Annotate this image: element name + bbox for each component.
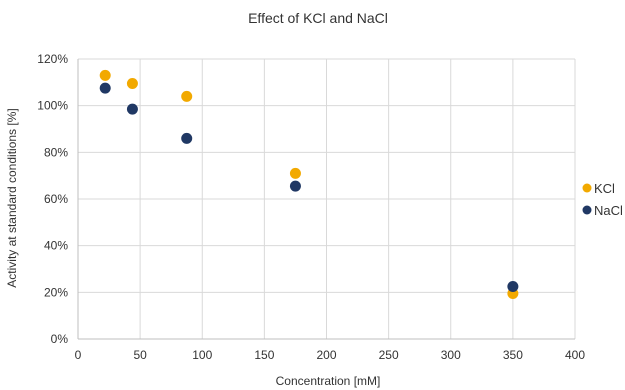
y-tick-label: 40% bbox=[44, 239, 68, 253]
legend-label-kcl: KCl bbox=[594, 181, 615, 196]
x-tick-label: 400 bbox=[565, 348, 585, 362]
x-tick-label: 300 bbox=[441, 348, 461, 362]
x-axis-label: Concentration [mM] bbox=[276, 374, 381, 388]
y-tick-label: 60% bbox=[44, 192, 68, 206]
x-tick-label: 100 bbox=[192, 348, 212, 362]
y-tick-label: 0% bbox=[51, 332, 69, 346]
data-point-nacl bbox=[100, 83, 111, 94]
legend-marker-kcl bbox=[583, 184, 592, 193]
data-point-nacl bbox=[181, 133, 192, 144]
data-point-nacl bbox=[127, 104, 138, 115]
data-point-nacl bbox=[290, 181, 301, 192]
y-axis-label: Activity at standard conditions [%] bbox=[5, 108, 19, 287]
legend-marker-nacl bbox=[583, 206, 592, 215]
y-tick-label: 100% bbox=[37, 99, 68, 113]
data-points bbox=[100, 70, 519, 299]
y-tick-label: 80% bbox=[44, 145, 68, 159]
x-tick-label: 250 bbox=[379, 348, 399, 362]
x-tick-label: 200 bbox=[316, 348, 336, 362]
legend: KCl NaCl bbox=[583, 181, 624, 218]
chart-title: Effect of KCl and NaCl bbox=[248, 10, 388, 26]
legend-label-nacl: NaCl bbox=[594, 203, 623, 218]
x-tick-label: 350 bbox=[503, 348, 523, 362]
x-tick-label: 50 bbox=[133, 348, 147, 362]
y-tick-label: 20% bbox=[44, 285, 68, 299]
x-tick-labels: 0 50 100 150 200 250 300 350 400 bbox=[75, 348, 586, 362]
x-tick-label: 150 bbox=[254, 348, 274, 362]
y-tick-labels: 0% 20% 40% 60% 80% 100% 120% bbox=[37, 52, 68, 346]
x-tick-label: 0 bbox=[75, 348, 82, 362]
data-point-nacl bbox=[507, 281, 518, 292]
data-point-kcl bbox=[127, 78, 138, 89]
data-point-kcl bbox=[181, 91, 192, 102]
data-point-kcl bbox=[290, 168, 301, 179]
grid bbox=[78, 59, 575, 339]
y-tick-label: 120% bbox=[37, 52, 68, 66]
data-point-kcl bbox=[100, 70, 111, 81]
